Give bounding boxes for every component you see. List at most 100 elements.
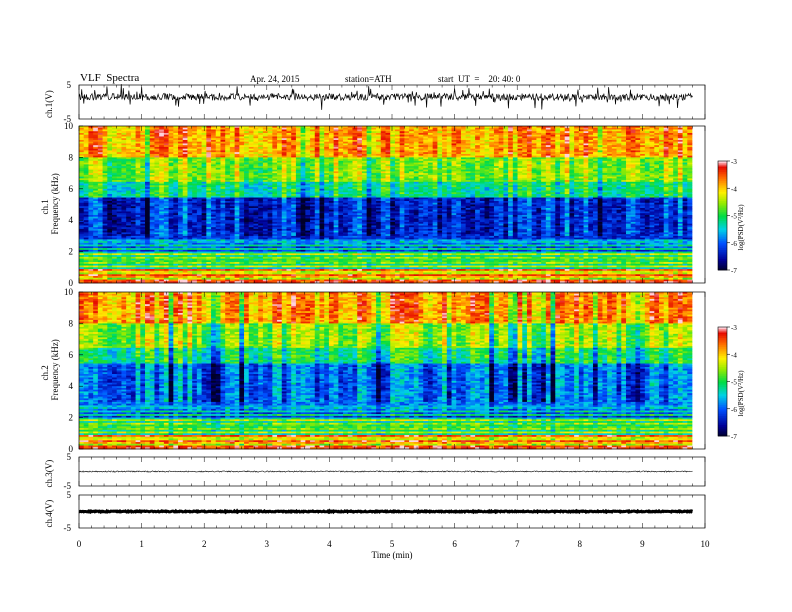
psd-cell <box>192 138 198 141</box>
psd-cell <box>244 171 250 174</box>
psd-cell <box>173 131 179 134</box>
psd-cell <box>489 138 495 141</box>
psd-cell <box>305 171 311 174</box>
psd-cell <box>107 176 113 179</box>
psd-cell <box>154 155 160 158</box>
psd-cell <box>88 173 94 176</box>
psd-cell <box>376 162 382 165</box>
psd-cell <box>621 174 627 177</box>
psd-cell <box>300 146 306 150</box>
psd-cell <box>611 136 617 139</box>
psd-cell <box>682 173 688 176</box>
psd-cell <box>541 131 547 134</box>
psd-cell <box>300 132 306 136</box>
psd-cell <box>493 162 500 165</box>
psd-cell <box>126 129 132 132</box>
psd-cell <box>333 153 339 156</box>
psd-cell <box>319 171 325 174</box>
psd-cell <box>451 159 457 162</box>
psd-cell <box>475 176 481 179</box>
psd-cell <box>663 173 669 176</box>
psd-cell <box>281 126 287 129</box>
psd-cell <box>498 150 504 153</box>
psd-cell <box>592 129 599 132</box>
psd-cell <box>380 153 386 156</box>
psd-cell <box>465 150 471 153</box>
psd-cell <box>201 166 207 169</box>
psd-cell <box>607 127 613 130</box>
psd-cell <box>187 150 193 153</box>
psd-cell <box>239 171 245 174</box>
psd-cell <box>211 160 217 163</box>
psd-cell <box>399 138 405 141</box>
psd-cell <box>88 159 94 162</box>
psd-cell <box>97 131 103 134</box>
psd-cell <box>347 167 353 170</box>
psd-cell <box>366 166 372 169</box>
psd-cell <box>244 176 250 179</box>
psd-cell <box>310 131 316 134</box>
psd-cell <box>569 164 575 167</box>
psd-cell <box>475 126 481 129</box>
psd-cell <box>305 164 311 167</box>
psd-cell <box>126 152 132 155</box>
psd-cell <box>357 126 363 129</box>
psd-cell <box>324 160 330 163</box>
psd-cell <box>644 173 650 176</box>
psd-cell <box>229 152 235 155</box>
psd-cell <box>588 159 594 162</box>
psd-cell <box>409 136 415 139</box>
psd-cell <box>97 157 103 160</box>
psd-cell <box>130 153 136 156</box>
psd-cell <box>456 141 462 144</box>
psd-cell <box>277 134 283 137</box>
psd-cell <box>229 162 235 165</box>
psd-cell <box>357 131 363 134</box>
psd-cell <box>550 159 556 162</box>
psd-cell <box>272 139 278 143</box>
psd-cell <box>423 141 429 144</box>
psd-cell <box>352 160 358 163</box>
psd-cell <box>206 143 212 146</box>
psd-cell <box>102 153 108 156</box>
psd-cell <box>262 126 268 129</box>
psd-cell <box>145 171 151 174</box>
psd-cell <box>310 127 316 130</box>
psd-cell <box>352 141 358 144</box>
psd-cell <box>451 152 457 155</box>
psd-cell <box>545 138 551 141</box>
psd-cell <box>475 143 481 146</box>
psd-cell <box>446 138 452 141</box>
psd-cell <box>145 134 151 137</box>
psd-cell <box>456 169 462 172</box>
psd-cell <box>555 155 561 158</box>
psd-cell <box>602 136 608 139</box>
psd-cell <box>649 152 655 155</box>
psd-cell <box>475 136 481 139</box>
psd-cell <box>371 134 377 137</box>
psd-cell <box>385 166 391 169</box>
psd-cell <box>286 176 292 179</box>
psd-cell <box>291 127 297 130</box>
psd-cell <box>616 146 622 150</box>
psd-cell <box>93 141 99 144</box>
psd-cell <box>460 146 467 150</box>
psd-cell <box>380 146 386 150</box>
psd-cell <box>347 160 353 163</box>
psd-cell <box>423 173 429 176</box>
psd-cell <box>550 132 556 136</box>
psd-cell <box>187 166 193 169</box>
psd-cell <box>248 176 254 179</box>
psd-cell <box>427 126 434 129</box>
psd-cell <box>343 173 349 176</box>
psd-cell <box>545 157 551 160</box>
psd-cell <box>97 159 103 162</box>
psd-cell <box>130 169 136 172</box>
psd-cell <box>314 153 320 156</box>
psd-cell <box>196 164 202 167</box>
psd-cell <box>541 136 547 139</box>
psd-cell <box>305 139 311 143</box>
psd-cell <box>687 134 693 137</box>
psd-cell <box>588 162 594 165</box>
